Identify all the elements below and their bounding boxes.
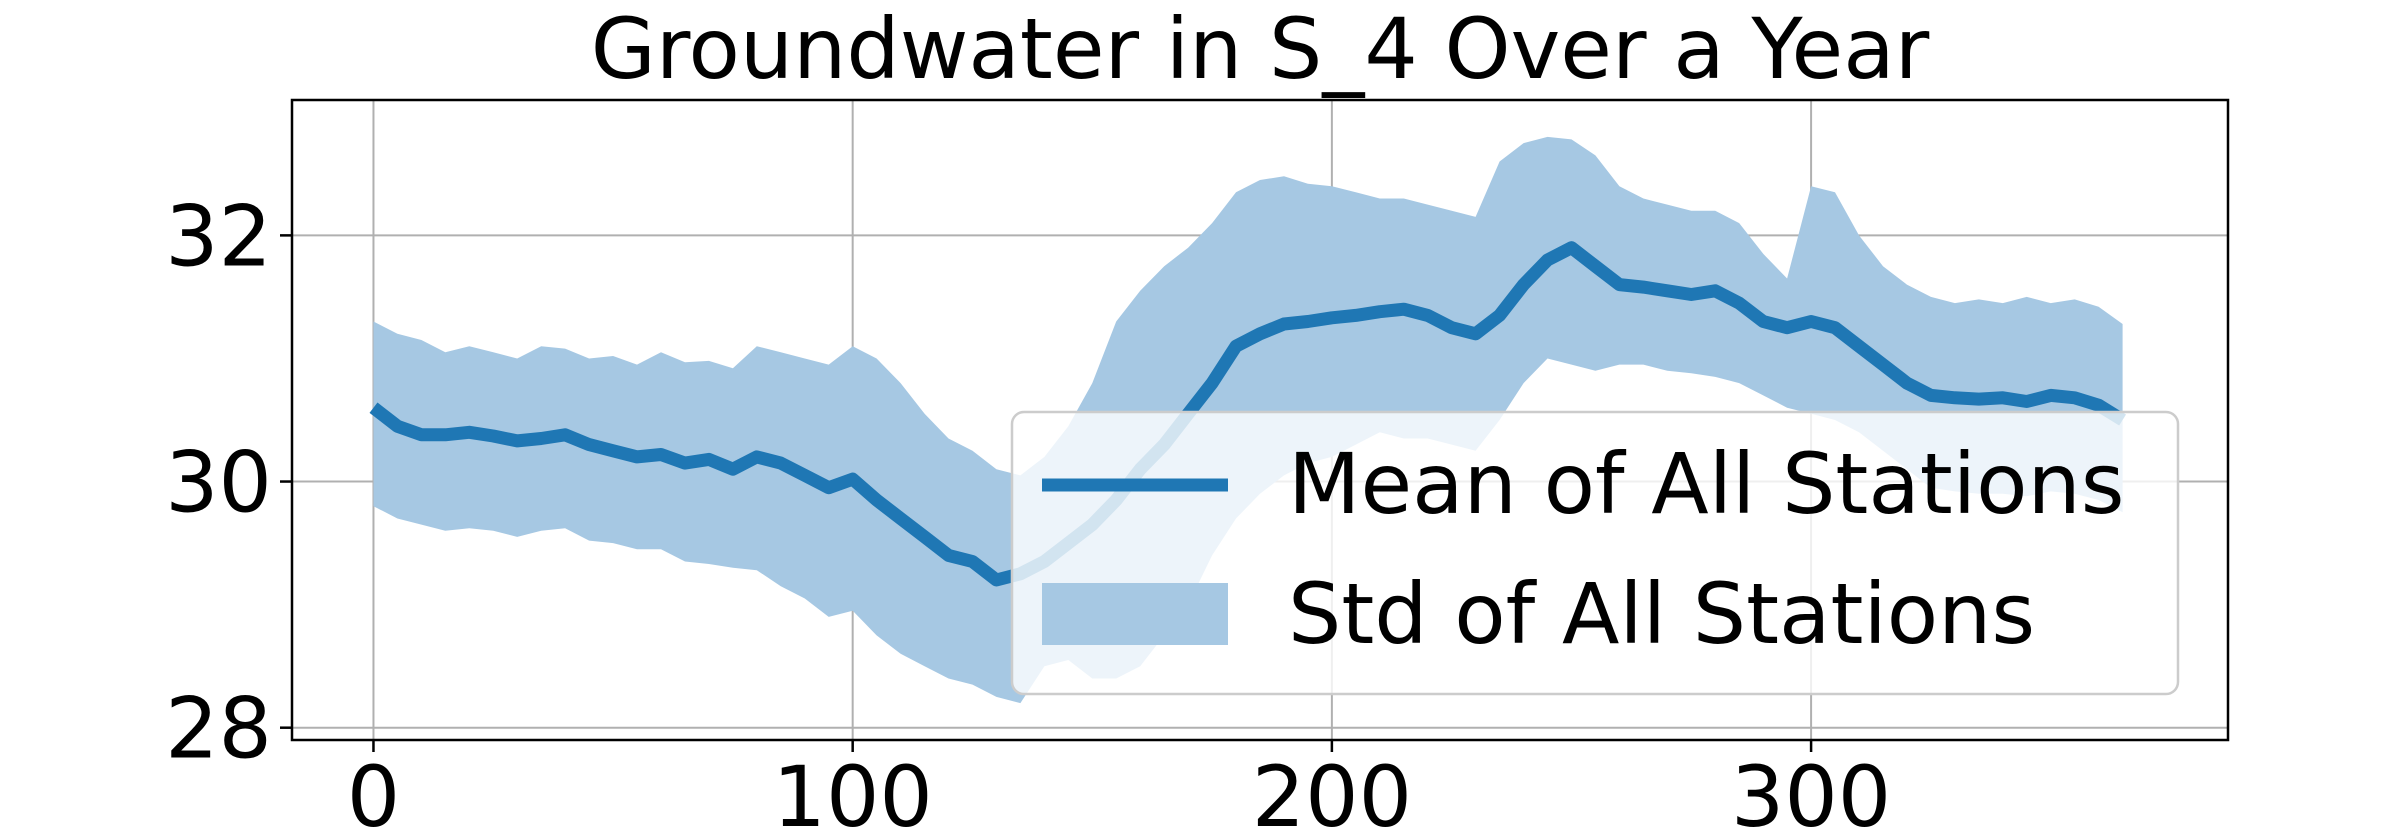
plot-frame: [290, 98, 2230, 742]
chart-title: Groundwater in S_4 Over a Year: [591, 0, 1930, 98]
x-tick-label: 300: [1731, 748, 1891, 827]
x-tick-label: 100: [773, 748, 933, 827]
mean-line: [369, 241, 2127, 587]
legend-std-swatch: [1042, 583, 1228, 645]
y-tick-label: 32: [165, 187, 272, 285]
legend-mean-label: Mean of All Stations: [1288, 435, 2124, 533]
mean-line-layer: [369, 241, 2127, 587]
legend-std-label: Std of All Stations: [1288, 565, 2035, 663]
legend-box: [1010, 410, 2180, 696]
legend: Mean of All Stations Std of All Stations: [1010, 410, 2180, 696]
y-tick-label: 30: [165, 434, 272, 532]
x-tick-label: 0: [347, 748, 400, 827]
y-tick-label: 28: [165, 680, 272, 778]
axis-ticks: 0 100 200 300 28 30 32: [165, 187, 1891, 827]
x-tick-label: 200: [1252, 748, 1412, 827]
